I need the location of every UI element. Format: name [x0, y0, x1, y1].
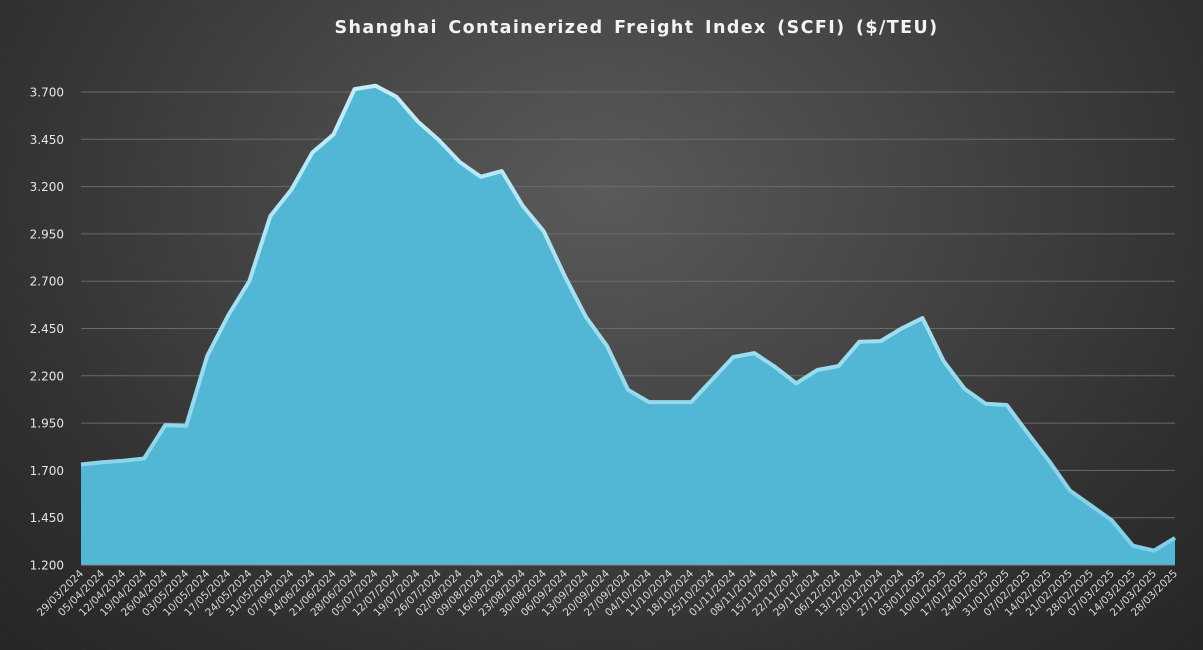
y-tick-label: 2.950 — [30, 227, 64, 241]
area-top-edge — [80, 83, 1177, 553]
chart-title: Shanghai Containerized Freight Index (SC… — [334, 18, 939, 38]
y-tick-label: 2.700 — [30, 275, 64, 289]
y-tick-label: 1.200 — [30, 559, 64, 573]
y-tick-label: 3.700 — [30, 86, 64, 100]
y-tick-label: 1.700 — [30, 464, 64, 478]
y-axis: 1.200 1.450 1.700 1.950 2.200 2.450 2.700 2.950… — [30, 86, 1175, 573]
x-axis: 29/03/202405/04/202412/04/202419/04/2024… — [35, 567, 1180, 619]
area-series — [80, 83, 1177, 565]
y-tick-label: 2.200 — [30, 369, 64, 383]
y-tick-label: 3.450 — [30, 133, 64, 147]
y-tick-label: 1.450 — [30, 511, 64, 525]
area-fill — [81, 85, 1175, 565]
y-tick-label: 1.950 — [30, 417, 64, 431]
y-tick-label: 3.200 — [30, 180, 64, 194]
y-tick-label: 2.450 — [30, 322, 64, 336]
